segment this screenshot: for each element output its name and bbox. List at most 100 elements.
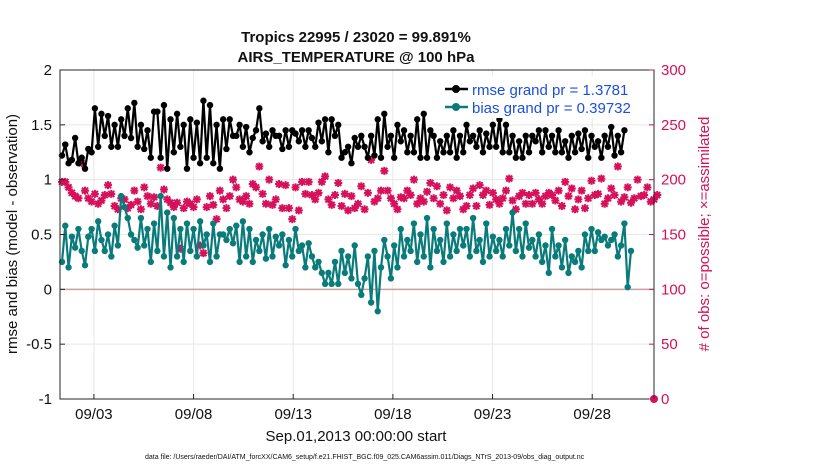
obs-count-point xyxy=(81,186,90,195)
rmse-point xyxy=(529,132,536,139)
obs-count-point xyxy=(275,180,284,189)
obs-count-point xyxy=(561,177,570,186)
bias-point xyxy=(101,247,108,255)
obs-count-point xyxy=(176,244,185,253)
rmse-point xyxy=(535,127,543,134)
rmse-point xyxy=(246,149,253,156)
bias-point xyxy=(476,236,483,244)
obs-count-point xyxy=(633,175,642,184)
rmse-point xyxy=(219,116,227,123)
rmse-point xyxy=(437,138,444,145)
rmse-point xyxy=(193,119,201,126)
obs-count-point xyxy=(140,183,149,192)
bias-point xyxy=(453,247,460,255)
obs-count-point xyxy=(347,192,356,201)
bias-point xyxy=(219,231,227,238)
rmse-point xyxy=(262,130,270,137)
legend: rmse grand pr = 1.3781 bias grand pr = 0… xyxy=(441,76,649,118)
bias-point xyxy=(98,236,105,244)
bias-point xyxy=(111,222,118,229)
bias-point xyxy=(430,225,437,233)
bias-point xyxy=(555,242,562,249)
rmse-point xyxy=(433,154,441,161)
bias-point xyxy=(173,253,181,260)
rmse-point xyxy=(423,154,431,161)
bias-point xyxy=(469,214,477,222)
bias-point xyxy=(249,258,256,266)
bias-point xyxy=(384,253,391,260)
rmse-point xyxy=(568,132,575,139)
right-tick-label: 50 xyxy=(661,336,678,353)
bias-point xyxy=(575,247,582,255)
rmse-point xyxy=(476,127,483,134)
obs-count-point xyxy=(383,186,392,195)
obs-count-point xyxy=(169,203,178,212)
bias-point xyxy=(381,236,388,244)
obs-count-point xyxy=(475,181,484,190)
obs-count-point xyxy=(508,196,517,205)
bias-point xyxy=(561,236,569,244)
bias-point xyxy=(177,225,184,233)
rmse-point xyxy=(71,134,79,142)
rmse-point xyxy=(358,132,365,139)
obs-count-point xyxy=(205,192,214,201)
bias-point xyxy=(229,240,237,247)
bias-point xyxy=(295,247,302,255)
bias-point xyxy=(529,236,536,244)
obs-count-point xyxy=(373,194,382,203)
rmse-point xyxy=(164,165,171,172)
obs-count-point xyxy=(196,241,205,250)
rmse-point xyxy=(483,130,490,137)
bias-point xyxy=(535,231,543,238)
obs-count-point xyxy=(357,182,366,191)
bias-point xyxy=(594,229,602,236)
bias-point xyxy=(321,280,329,288)
rmse-point xyxy=(325,149,332,156)
obs-count-point xyxy=(136,205,145,214)
bias-point xyxy=(585,247,592,255)
obs-count-point xyxy=(446,183,455,192)
rmse-point xyxy=(430,132,437,139)
bias-point xyxy=(144,225,151,233)
rmse-point xyxy=(621,127,628,134)
rmse-point xyxy=(104,112,112,120)
obs-count-point xyxy=(607,184,616,193)
bias-point xyxy=(364,253,372,260)
obs-count-point xyxy=(192,195,201,204)
rmse-point xyxy=(305,127,312,134)
bias-point xyxy=(404,236,411,244)
obs-count-point xyxy=(534,195,543,204)
bias-point xyxy=(91,247,99,255)
left-tick-label: -0.5 xyxy=(26,336,52,353)
bias-point xyxy=(423,214,431,222)
obs-count-point xyxy=(166,198,175,207)
rmse-point xyxy=(344,143,352,150)
rmse-point xyxy=(450,127,457,134)
right-axis-label: # of obs: o=possible; ×=assimilated xyxy=(696,117,713,352)
rmse-point xyxy=(236,121,243,129)
bias-point xyxy=(443,220,450,227)
obs-count-point xyxy=(571,205,580,214)
bias-point xyxy=(289,253,296,260)
obs-count-point xyxy=(127,200,136,209)
rmse-point xyxy=(492,143,500,150)
obs-count-point xyxy=(380,166,389,175)
bias-point xyxy=(124,214,131,222)
rmse-point xyxy=(466,138,474,145)
obs-count-point xyxy=(409,175,418,184)
obs-count-point xyxy=(337,201,346,210)
rmse-point xyxy=(75,160,82,167)
bias-point xyxy=(190,225,197,233)
obs-count-point xyxy=(110,201,119,210)
obs-count-point xyxy=(623,183,632,192)
obs-count-point xyxy=(291,183,300,192)
bias-point xyxy=(193,253,201,260)
rmse-point xyxy=(335,121,342,129)
bias-point xyxy=(601,233,608,240)
bias-point xyxy=(141,242,148,249)
rmse-point xyxy=(381,110,388,118)
bias-point xyxy=(489,233,497,240)
bias-point xyxy=(374,308,381,315)
bias-point xyxy=(552,253,559,260)
rmse-point xyxy=(361,143,368,150)
